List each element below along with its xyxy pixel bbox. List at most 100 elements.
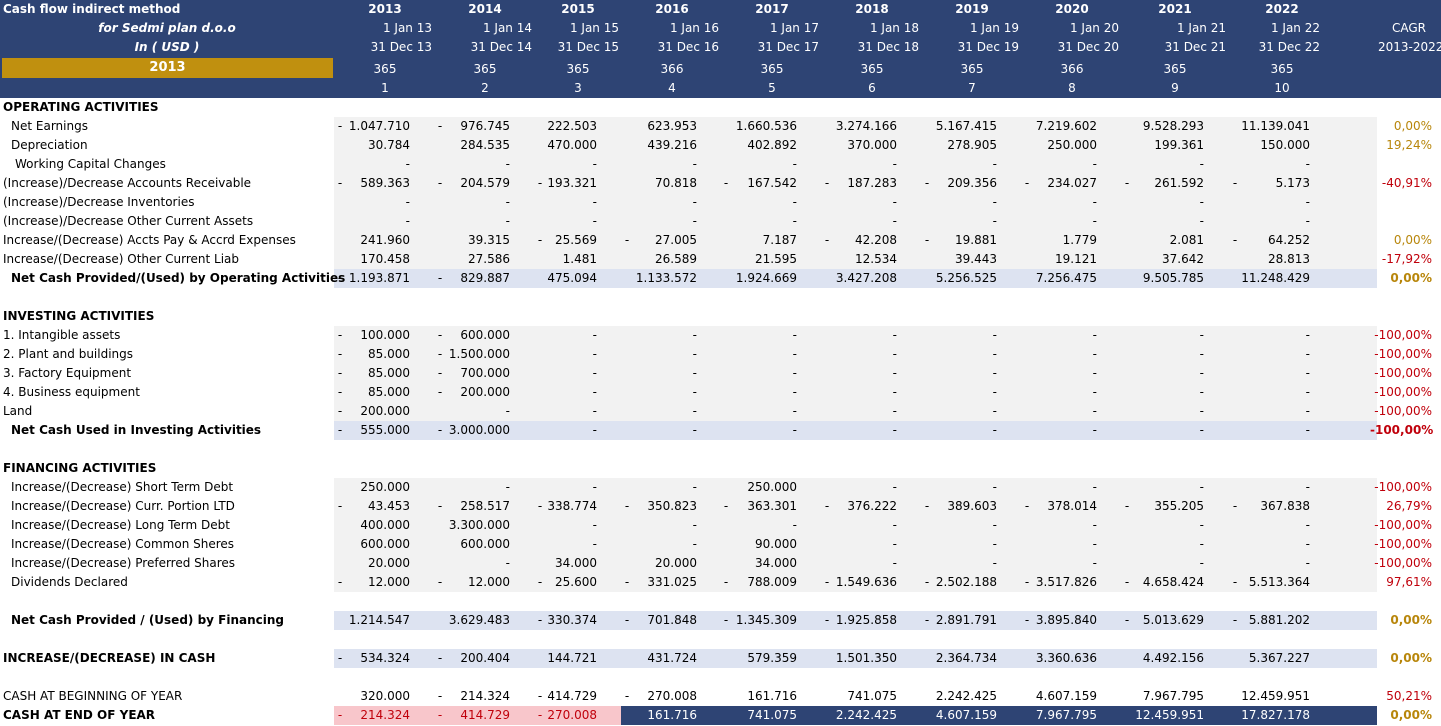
value-cell[interactable]: - [1199,556,1204,570]
value-cell[interactable]: - [992,480,997,494]
value-cell[interactable]: 600.000 [460,328,510,342]
value-cell[interactable]: - [892,157,897,171]
value-cell[interactable]: - [592,518,597,532]
value-cell[interactable]: - [892,537,897,551]
value-cell[interactable]: - [992,347,997,361]
value-cell[interactable]: 7.256.475 [1035,271,1097,285]
value-cell[interactable]: - [505,480,510,494]
value-cell[interactable]: 26.589 [655,252,697,266]
value-cell[interactable]: 2.081 [1169,233,1204,247]
value-cell[interactable]: 241.960 [360,233,410,247]
value-cell[interactable]: - [405,157,410,171]
value-cell[interactable]: 741.075 [747,708,797,722]
value-cell[interactable]: 376.222 [847,499,897,513]
value-cell[interactable]: 3.000.000 [448,423,510,437]
value-cell[interactable]: - [1092,556,1097,570]
cagr-cell[interactable]: 19,24% [1386,138,1432,152]
cagr-cell[interactable]: -100,00% [1374,537,1432,551]
value-cell[interactable]: 214.324 [460,689,510,703]
value-cell[interactable]: 21.595 [755,252,797,266]
value-cell[interactable]: - [1199,404,1204,418]
cagr-cell[interactable]: 0,00% [1393,119,1432,133]
value-cell[interactable]: 439.216 [647,138,697,152]
cagr-cell[interactable]: 0,00% [1390,651,1432,665]
value-cell[interactable]: - [1092,328,1097,342]
value-cell[interactable]: 4.492.156 [1142,651,1204,665]
value-cell[interactable]: 200.404 [460,651,510,665]
value-cell[interactable]: 600.000 [360,537,410,551]
value-cell[interactable]: 258.517 [460,499,510,513]
value-cell[interactable]: 17.827.178 [1241,708,1310,722]
value-cell[interactable]: - [1199,537,1204,551]
value-cell[interactable]: - [1305,328,1310,342]
value-cell[interactable]: - [692,404,697,418]
value-cell[interactable]: 7.219.602 [1035,119,1097,133]
value-cell[interactable]: 2.242.425 [835,708,897,722]
value-cell[interactable]: - [592,385,597,399]
cagr-cell[interactable]: 26,79% [1386,499,1432,513]
value-cell[interactable]: 37.642 [1162,252,1204,266]
value-cell[interactable]: 976.745 [460,119,510,133]
value-cell[interactable]: 470.000 [547,138,597,152]
value-cell[interactable]: 261.592 [1154,176,1204,190]
value-cell[interactable]: - [1092,195,1097,209]
value-cell[interactable]: 7.967.795 [1035,708,1097,722]
value-cell[interactable]: 1.133.572 [635,271,697,285]
value-cell[interactable]: - [892,195,897,209]
value-cell[interactable]: 579.359 [747,651,797,665]
value-cell[interactable]: 1.779 [1062,233,1097,247]
value-cell[interactable]: 5.881.202 [1248,613,1310,627]
value-cell[interactable]: - [505,556,510,570]
value-cell[interactable]: 1.047.710 [348,119,410,133]
value-cell[interactable]: - [992,214,997,228]
value-cell[interactable]: 600.000 [460,537,510,551]
value-cell[interactable]: 12.459.951 [1241,689,1310,703]
value-cell[interactable]: - [1092,404,1097,418]
cagr-cell[interactable]: 0,00% [1390,271,1432,285]
value-cell[interactable]: 555.000 [360,423,410,437]
value-cell[interactable]: 320.000 [360,689,410,703]
value-cell[interactable]: 5.367.227 [1248,651,1310,665]
value-cell[interactable]: - [892,385,897,399]
cagr-cell[interactable]: 0,00% [1393,233,1432,247]
value-cell[interactable]: - [1199,328,1204,342]
value-cell[interactable]: - [992,423,997,437]
cagr-cell[interactable]: -100,00% [1374,556,1432,570]
value-cell[interactable]: - [1092,537,1097,551]
value-cell[interactable]: 389.603 [947,499,997,513]
value-cell[interactable]: - [1305,366,1310,380]
value-cell[interactable]: 431.724 [647,651,697,665]
value-cell[interactable]: 330.374 [547,613,597,627]
value-cell[interactable]: - [692,423,697,437]
value-cell[interactable]: 1.660.536 [735,119,797,133]
value-cell[interactable]: - [892,518,897,532]
value-cell[interactable]: 39.443 [955,252,997,266]
value-cell[interactable]: 331.025 [647,575,697,589]
value-cell[interactable]: 161.716 [647,708,697,722]
value-cell[interactable]: 161.716 [747,689,797,703]
value-cell[interactable]: - [1199,157,1204,171]
value-cell[interactable]: - [892,480,897,494]
value-cell[interactable]: - [992,556,997,570]
value-cell[interactable]: - [1199,195,1204,209]
value-cell[interactable]: 5.513.364 [1248,575,1310,589]
value-cell[interactable]: 150.000 [1260,138,1310,152]
value-cell[interactable]: - [692,195,697,209]
value-cell[interactable]: - [692,366,697,380]
value-cell[interactable]: - [505,404,510,418]
value-cell[interactable]: 378.014 [1047,499,1097,513]
value-cell[interactable]: 34.000 [555,556,597,570]
value-cell[interactable]: 414.729 [460,708,510,722]
value-cell[interactable]: - [1199,214,1204,228]
value-cell[interactable]: 200.000 [460,385,510,399]
value-cell[interactable]: - [1305,480,1310,494]
value-cell[interactable]: - [692,328,697,342]
value-cell[interactable]: - [505,195,510,209]
value-cell[interactable]: - [792,404,797,418]
value-cell[interactable]: 5.013.629 [1142,613,1204,627]
cagr-cell[interactable]: -40,91% [1381,176,1432,190]
value-cell[interactable]: 193.321 [547,176,597,190]
value-cell[interactable]: - [792,328,797,342]
value-cell[interactable]: - [1305,385,1310,399]
value-cell[interactable]: 3.274.166 [835,119,897,133]
